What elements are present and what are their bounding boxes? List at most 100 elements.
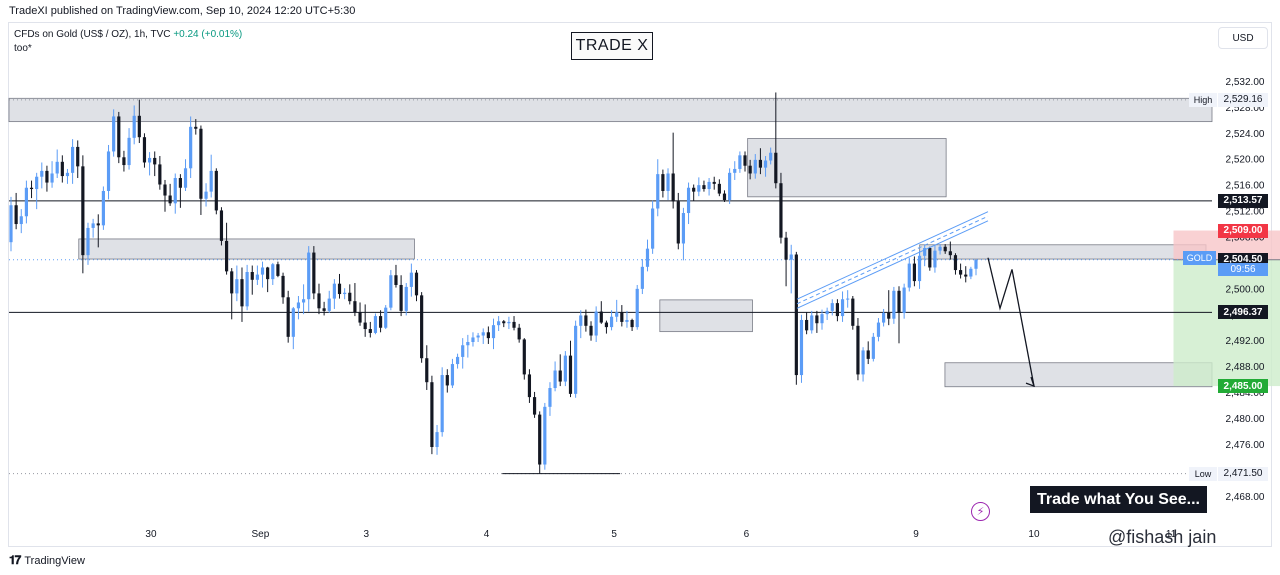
candle <box>876 318 881 342</box>
candle-body <box>394 275 398 285</box>
candle <box>343 288 347 300</box>
candle-body <box>692 187 696 192</box>
candle <box>558 354 562 387</box>
candle <box>953 253 958 275</box>
candle-body <box>147 157 152 163</box>
currency-button[interactable]: USD <box>1218 27 1268 49</box>
candle-body <box>866 350 870 359</box>
lightning-icon[interactable]: ⚡ <box>971 502 990 521</box>
candle-body <box>538 414 542 465</box>
candle-body <box>840 299 845 317</box>
candle <box>938 244 942 255</box>
candle-body <box>584 315 588 326</box>
y-tick-label: 2,528.00 <box>1226 103 1265 114</box>
candle-body <box>343 292 347 295</box>
candle-body <box>953 255 958 271</box>
candle-body <box>476 335 480 338</box>
candle <box>317 283 321 315</box>
candle-body <box>681 213 686 244</box>
candle-body <box>219 210 224 241</box>
grid-lines-layer <box>9 99 1212 475</box>
symbol-legend[interactable]: CFDs on Gold (US$ / OZ), 1h, TVC +0.24 (… <box>14 29 242 40</box>
candle <box>882 308 886 327</box>
candle-body <box>676 201 680 244</box>
candle <box>45 165 49 192</box>
candle-body <box>630 319 634 328</box>
candle <box>368 321 372 338</box>
candle-timer: 09:56 <box>1218 263 1268 276</box>
candle-body <box>199 128 203 199</box>
candle-body <box>291 308 295 337</box>
candle-body <box>753 159 757 174</box>
candle-body <box>640 266 644 289</box>
candle <box>912 256 916 287</box>
candle-body <box>722 193 727 201</box>
tradingview-logo[interactable]: 𝟏𝟕 TradingView <box>9 553 85 568</box>
candle <box>907 257 911 292</box>
candle <box>538 411 542 474</box>
x-tick-label: 30 <box>145 529 157 540</box>
zone-box-0 <box>8 97 1213 123</box>
candle-body <box>255 274 259 280</box>
candle-body <box>825 310 829 315</box>
candle <box>574 320 578 398</box>
author-watermark: @fishash jain <box>1108 527 1217 547</box>
candle-body <box>117 116 121 158</box>
candle <box>825 307 829 320</box>
candle <box>640 259 644 295</box>
candle-body <box>738 155 742 169</box>
candle <box>851 295 855 330</box>
candle-body <box>301 299 306 303</box>
candle-body <box>743 155 747 166</box>
x-tick-label: 5 <box>611 529 617 540</box>
candle <box>117 111 121 164</box>
candle <box>425 345 429 390</box>
candle <box>394 264 398 288</box>
indicator-legend[interactable]: too* <box>14 43 32 54</box>
zone-box-2 <box>659 299 753 333</box>
candle <box>661 169 665 198</box>
candle-body <box>101 190 105 226</box>
candle-body <box>455 356 460 365</box>
candle-body <box>969 268 973 277</box>
candle <box>799 314 804 383</box>
candle-body <box>497 321 501 326</box>
candle-body <box>235 279 239 294</box>
candle <box>435 424 439 455</box>
candle <box>76 140 80 179</box>
candle-body <box>502 321 506 324</box>
candle <box>194 119 198 135</box>
candle-body <box>163 184 167 196</box>
candle <box>255 265 259 285</box>
candle <box>230 268 234 320</box>
candle <box>266 266 270 293</box>
candle-body <box>481 332 485 336</box>
candle <box>214 168 218 215</box>
candle <box>471 332 475 347</box>
candle-body <box>245 272 249 307</box>
candle <box>594 306 598 343</box>
candle-body <box>548 388 552 407</box>
zone-box-4 <box>919 244 1207 260</box>
candle-body <box>445 375 449 386</box>
candle-body <box>568 355 573 394</box>
candle <box>856 318 860 381</box>
candle-body <box>948 251 952 256</box>
candle-body <box>399 284 403 311</box>
candle <box>810 310 814 334</box>
candle-body <box>712 181 716 184</box>
candle <box>866 341 870 365</box>
candle-body <box>266 267 270 280</box>
candle-body <box>409 272 413 287</box>
candle <box>476 332 480 343</box>
candle-body <box>250 272 254 280</box>
candle <box>527 369 532 403</box>
candle <box>106 144 111 200</box>
candle <box>681 207 686 261</box>
candle-body <box>835 303 840 317</box>
y-tick-label: 2,476.00 <box>1226 440 1265 451</box>
candle <box>794 251 798 385</box>
candle <box>101 186 105 230</box>
candle <box>276 261 280 278</box>
